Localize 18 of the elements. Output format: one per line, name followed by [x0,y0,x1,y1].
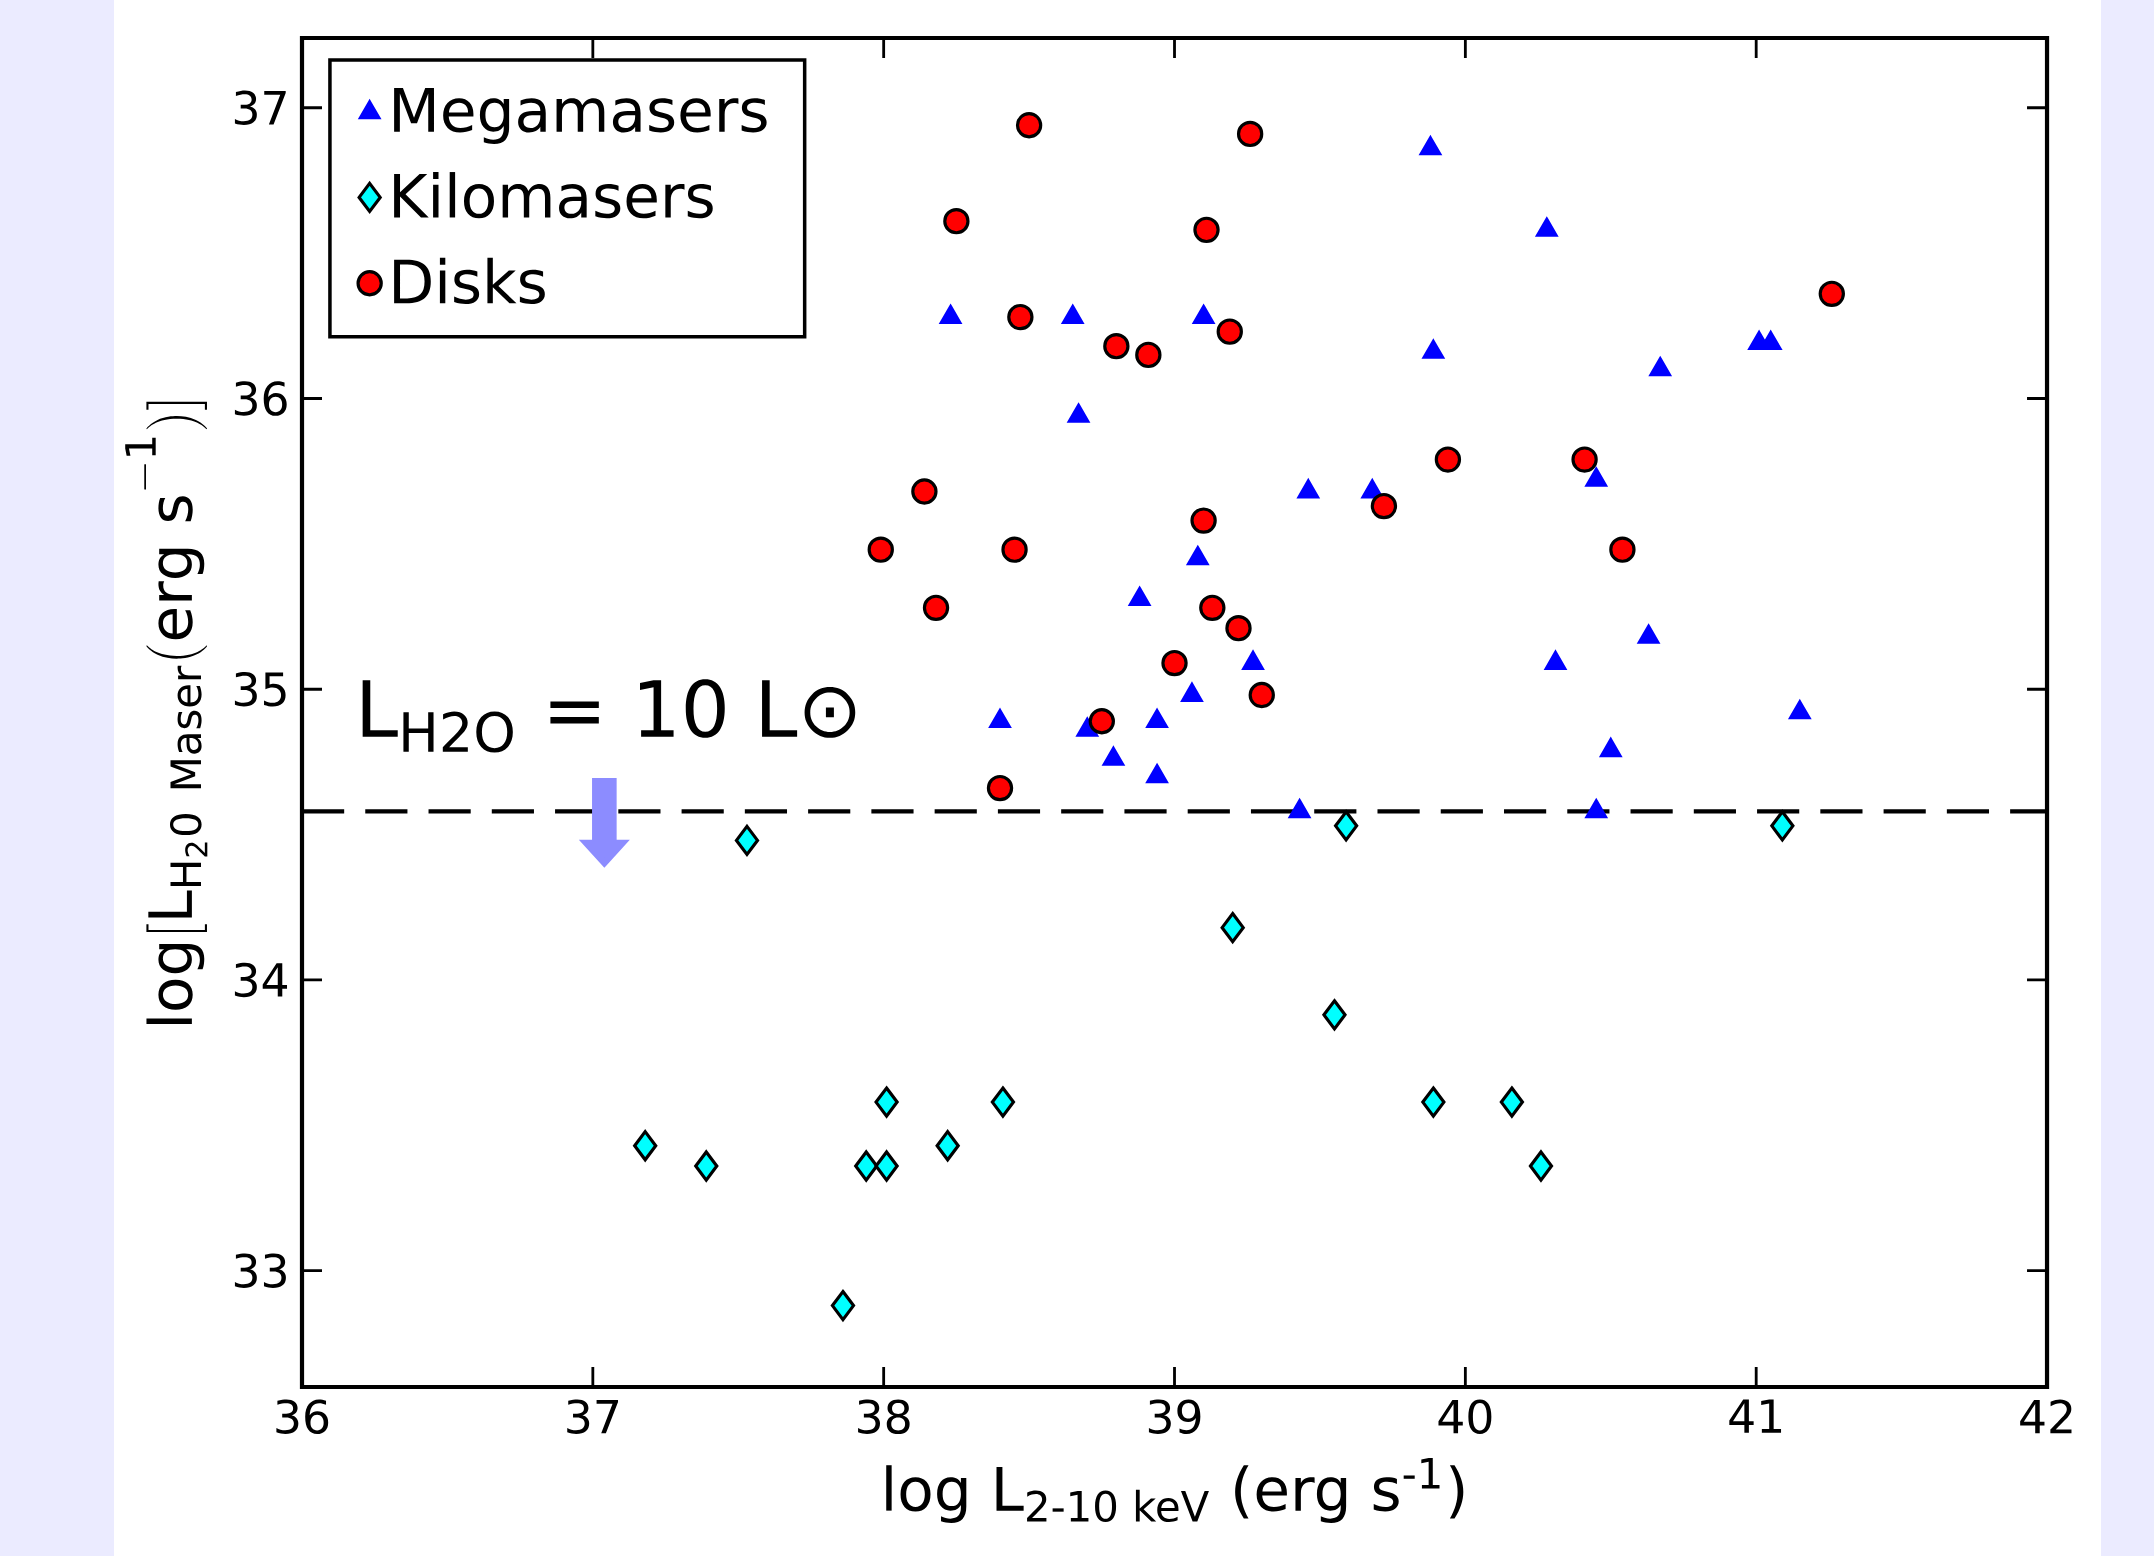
y-tick-label: 34 [234,962,288,998]
x-tick-label: 36 [276,1399,329,1434]
legend-label: Megamasers [394,88,767,145]
x-tick-label: 39 [1148,1399,1201,1434]
legend-label: Disks [394,257,545,305]
y-tick-label: 33 [234,1253,286,1288]
x-tick-label: 38 [858,1399,910,1434]
y-tick-label: 36 [234,381,287,416]
x-tick-label: 42 [2020,1399,2072,1434]
x-tick-label: 40 [1438,1399,1492,1434]
legend-label: Kilomasers [394,172,713,219]
x-tick-label: 41 [1729,1399,1782,1433]
y-axis-title: $\mathrm{log[L_{H_{2}0\ Maser}(erg\ s^{-1})]}$ [125,401,208,1024]
x-tick-label: 37 [567,1399,619,1434]
y-tick-label: 37 [234,90,286,126]
x-axis-title: log L$_{2-10 keV}$ (erg s$^{-1}$) [886,1458,1464,1524]
y-tick-label: 35 [234,671,286,707]
annotation: L$_{H2O}$ = 10 L⊙ [362,679,856,753]
